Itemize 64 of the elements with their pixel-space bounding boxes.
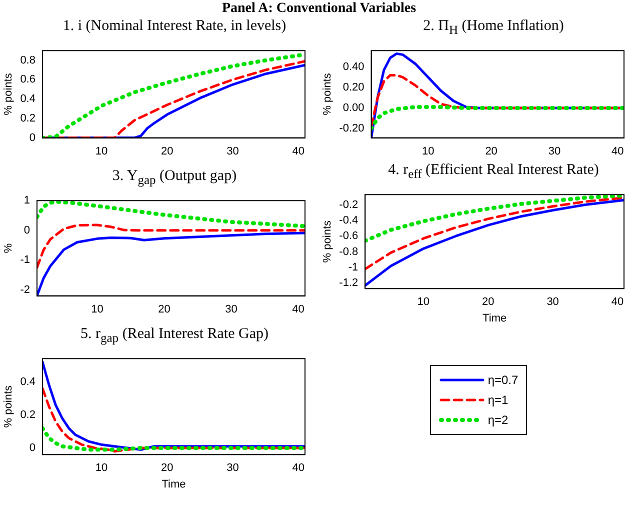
y-tick-label: 0.4 — [20, 376, 36, 388]
x-tick-label: 20 — [161, 462, 174, 474]
line-series — [36, 224, 305, 269]
line-series — [42, 426, 305, 452]
y-tick-label: -0.2 — [339, 198, 358, 211]
y-tick-label: -0.8 — [339, 246, 358, 258]
x-tick-label: 40 — [611, 296, 624, 308]
chart-title: 1. i (Nominal Interest Rate, in levels) — [62, 17, 288, 36]
y-tick-label: -1.2 — [339, 277, 358, 290]
y-tick-label: 0.00 — [342, 102, 364, 114]
x-tick-label: 40 — [612, 145, 624, 158]
y-axis-title: % — [2, 243, 15, 254]
x-tick-label: 30 — [226, 145, 239, 158]
x-tick-label: 30 — [546, 296, 559, 308]
y-tick-label: 0.6 — [20, 74, 36, 86]
x-tick-label: 40 — [292, 145, 305, 158]
chart-title: 4. r$_{eff}$ (Efficient Real Interest Rate) — [387, 161, 600, 183]
y-tick-label: -0.4 — [339, 214, 358, 226]
x-tick-label: 30 — [548, 145, 561, 158]
y-tick-label: -1 — [20, 254, 30, 266]
y-tick-label: 0 — [29, 442, 36, 454]
x-tick-label: 40 — [292, 462, 305, 474]
chart-title: 5. r$_{gap}$ (Real Interest Rate Gap) — [80, 325, 270, 347]
y-axis-title: % points — [322, 220, 334, 263]
y-tick-label: 0 — [29, 132, 36, 144]
x-tick-label: 20 — [485, 145, 498, 158]
x-tick-label: 10 — [417, 296, 430, 308]
y-tick-label: 0 — [24, 224, 30, 236]
x-tick-label: 20 — [158, 303, 170, 316]
text: Panel A: Conventional Variables — [222, 1, 416, 16]
y-tick-label: 0.40 — [342, 61, 364, 74]
legend-label: η=2 — [488, 413, 508, 427]
y-tick-label: 0.2 — [20, 112, 36, 124]
y-axis-title: % points — [2, 72, 15, 116]
y-tick-label: 0.20 — [342, 82, 364, 94]
x-tick-label: 10 — [95, 462, 108, 474]
y-axis-title: % points — [2, 385, 15, 428]
x-tick-label: 30 — [226, 462, 239, 474]
legend-label: η=0.7 — [488, 373, 518, 387]
line-series — [36, 200, 305, 228]
y-tick-label: 1 — [24, 194, 30, 207]
legend-label: η=1 — [488, 393, 508, 407]
x-tick-label: 10 — [422, 145, 434, 158]
y-tick-label: -1 — [348, 261, 358, 274]
y-tick-label: 0.8 — [20, 54, 36, 66]
y-tick-label: -0.6 — [339, 230, 358, 242]
x-axis-title: Time — [162, 478, 186, 490]
x-tick-label: 10 — [91, 303, 104, 316]
y-tick-label: -2 — [20, 284, 30, 296]
line-series — [371, 105, 624, 131]
y-axis-title: % points — [322, 72, 334, 116]
x-tick-label: 20 — [482, 296, 494, 308]
x-tick-label: 30 — [225, 303, 238, 316]
line-series — [365, 194, 624, 243]
x-tick-label: 10 — [95, 145, 108, 158]
y-tick-label: 0.4 — [20, 93, 36, 106]
x-tick-label: 40 — [292, 303, 304, 316]
chart-title: 3. Y$_{gap}$ (Output gap) — [111, 167, 238, 189]
x-axis-title: Time — [482, 312, 507, 324]
y-tick-label: -0.20 — [339, 122, 364, 135]
y-tick-label: 0.2 — [20, 408, 36, 421]
chart-title: 2. Π$_{H}$ (Home Inflation) — [422, 17, 565, 39]
line-series — [365, 196, 624, 270]
x-tick-label: 20 — [161, 145, 174, 158]
